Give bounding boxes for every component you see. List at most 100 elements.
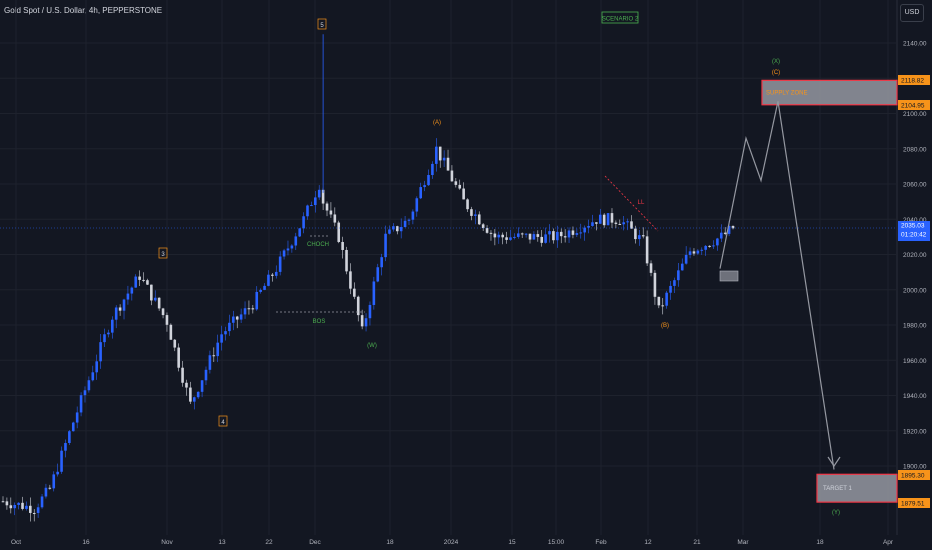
candle-body: [575, 233, 579, 235]
y-tick-label: 2080.00: [903, 146, 927, 153]
x-tick-label: 21: [693, 539, 701, 546]
candle-body: [220, 334, 223, 343]
small-zone[interactable]: [719, 270, 739, 282]
candle-body: [1, 501, 5, 503]
candle-body: [419, 187, 423, 199]
candle-body: [126, 293, 130, 300]
candle-body: [224, 331, 227, 335]
candle-body: [44, 487, 48, 497]
candle-body: [181, 367, 184, 383]
candle-body: [587, 225, 590, 228]
candle-body: [380, 257, 383, 268]
y-tick-label: 1920.00: [903, 428, 927, 435]
candle-body: [548, 231, 551, 235]
target-zone[interactable]: [816, 473, 898, 503]
wave-c-label: (C): [772, 70, 780, 76]
wave-a-label: (A): [433, 120, 441, 126]
candle-body: [407, 219, 411, 221]
candle-body: [645, 236, 649, 264]
candle-body: [75, 412, 79, 423]
candle-body: [399, 227, 403, 232]
candle-body: [282, 250, 286, 257]
candle-body: [118, 307, 122, 311]
candle-body: [540, 236, 544, 243]
wave-y-label: (Y): [832, 510, 840, 516]
x-tick-label: 12: [644, 539, 652, 546]
candle-body: [669, 285, 672, 293]
candle-body: [372, 281, 376, 305]
candle-body: [259, 289, 262, 292]
candle-body: [415, 198, 419, 212]
wave-b-label: (B): [661, 323, 669, 329]
x-tick-label: Mar: [737, 539, 749, 546]
candle-body: [364, 318, 368, 327]
ll-label: LL: [638, 200, 645, 206]
currency-button[interactable]: USD: [900, 4, 924, 22]
candle-body: [403, 220, 407, 228]
candle-body: [239, 314, 243, 320]
time-axis[interactable]: Oct 16 Nov 13 22 Dec 18 2024 15 15:00 Feb 12 21 Mar 18…: [11, 539, 894, 546]
candle-body: [196, 391, 200, 398]
grid: [0, 0, 897, 535]
candle-body: [79, 395, 83, 413]
svg-text:2104.95: 2104.95: [901, 103, 925, 110]
candle-body: [333, 214, 337, 223]
candle-body: [653, 272, 657, 297]
y-tick-label: 2020.00: [903, 252, 927, 259]
candle-body: [665, 292, 668, 306]
candle-body: [60, 450, 63, 472]
candle-body: [298, 228, 301, 237]
y-tick-label: 2060.00: [903, 182, 927, 189]
candle-body: [727, 225, 731, 234]
candle-body: [360, 315, 364, 327]
candle-body: [71, 422, 75, 432]
candle-body: [552, 231, 555, 241]
y-tick-label: 1940.00: [903, 393, 927, 400]
candle-body: [114, 307, 118, 320]
candle-body: [212, 355, 216, 357]
candle-body: [712, 245, 715, 247]
candle-body: [345, 249, 348, 272]
candle-body: [618, 223, 622, 225]
svg-text:01:20:42: 01:20:42: [901, 232, 927, 239]
candle-body: [321, 189, 325, 204]
candle-body: [247, 308, 251, 310]
supply-top-tag: 2118.82: [898, 75, 930, 85]
candle-body: [520, 233, 524, 235]
candle-body: [431, 163, 434, 176]
candle-body: [598, 214, 602, 224]
candle-body: [509, 237, 512, 240]
candle-body: [138, 276, 141, 280]
candle-body: [165, 315, 169, 325]
candle-body: [563, 236, 567, 238]
candle-body: [130, 287, 134, 294]
candle-body: [700, 249, 704, 251]
candle-body: [532, 234, 536, 240]
x-tick-label: Nov: [161, 539, 173, 546]
supply-zone[interactable]: [761, 79, 898, 106]
candle-body: [536, 234, 540, 237]
candle-body: [622, 222, 625, 225]
wave-4-label: 4: [221, 420, 225, 426]
candle-body: [505, 237, 508, 240]
candle-body: [673, 280, 676, 286]
candle-body: [595, 222, 598, 224]
candle-body: [310, 205, 313, 207]
candle-body: [571, 230, 575, 235]
candle-body: [29, 505, 32, 513]
candle-body: [567, 230, 571, 238]
candle-body: [423, 185, 426, 188]
candle-body: [36, 507, 40, 513]
candle-body: [146, 280, 149, 285]
candle-body: [313, 197, 317, 206]
projection-arrow-icon: [827, 456, 841, 468]
candle-body: [25, 505, 28, 509]
wave-w-label: (W): [367, 343, 377, 349]
price-axis[interactable]: 1900.00 1920.00 1940.00 1960.00 1980.00 2000.…: [903, 41, 927, 471]
candle-body: [556, 231, 559, 241]
candle-body: [48, 487, 52, 489]
candle-body: [661, 305, 665, 307]
candle-body: [341, 241, 344, 250]
candle-body: [634, 228, 637, 240]
